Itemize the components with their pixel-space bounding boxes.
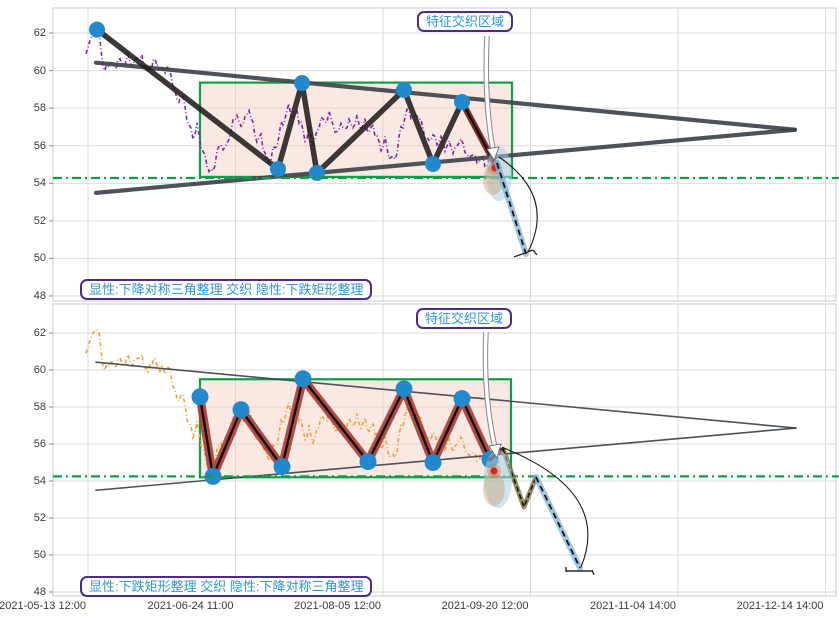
trend-upper-line — [93, 60, 798, 132]
arc-connector — [503, 447, 589, 568]
vertex-marker — [273, 458, 291, 476]
y-tick-label: 50 — [33, 252, 46, 265]
tbar-end — [591, 569, 595, 576]
plot-border — [52, 303, 837, 597]
leader-arrowhead — [486, 146, 500, 162]
zigzag-line — [94, 26, 497, 176]
x-tick-label: 2021-12-14 14:00 — [736, 600, 824, 612]
price-line — [85, 29, 501, 173]
y-tick-label: 58 — [33, 401, 46, 413]
y-tick-label: 56 — [33, 139, 46, 152]
vertex-marker — [454, 93, 470, 110]
y-tick-label: 62 — [33, 327, 46, 339]
tbar-end — [532, 249, 538, 256]
red-dot — [490, 467, 498, 475]
projection-arrow-core — [496, 162, 527, 255]
vertex-marker — [425, 155, 441, 172]
y-tick-label: 54 — [33, 177, 46, 190]
x-tick-label: 2021-11-04 14:00 — [589, 600, 676, 612]
leader-wedge-fill — [483, 331, 497, 449]
annotation-box-bottom: 特征交织区域 — [416, 308, 513, 329]
vertex-marker — [359, 453, 377, 471]
vertex-marker — [294, 370, 312, 388]
pattern-label-bottom: 显性:下跌矩形整理 交织 隐性:下降对称三角整理 — [80, 576, 373, 597]
vertex-marker — [424, 454, 442, 471]
trend-lower-line — [93, 127, 798, 195]
highlight-ellipse-tan — [483, 472, 505, 506]
vertex-marker — [294, 74, 310, 91]
vertex-marker — [232, 401, 250, 419]
tbar-end — [513, 249, 534, 258]
projection-arrow-core — [535, 476, 581, 569]
y-tick-label: 62 — [33, 27, 46, 39]
y-tick-label: 52 — [33, 214, 46, 227]
y-tick-label: 54 — [33, 475, 46, 487]
x-tick-label: 2021-05-13 12:00 — [0, 600, 86, 612]
plot-border — [52, 7, 837, 302]
vertex-marker — [270, 161, 286, 178]
leader-arrowhead — [488, 443, 502, 460]
highlight-ellipse-blue — [484, 450, 512, 508]
vertex-marker — [191, 388, 209, 406]
y-tick-label: 52 — [33, 512, 46, 524]
x-tick-label: 2021-08-05 12:00 — [294, 600, 381, 612]
annotation-box-top: 特征交织区域 — [417, 11, 514, 32]
pattern-label-top: 显性:下降对称三角整理 交织 隐性:下跌矩形整理 — [80, 279, 373, 300]
vertex-marker — [453, 390, 471, 408]
leader-wedge-fill — [484, 35, 495, 151]
price-line — [85, 329, 501, 473]
y-tick-label: 48 — [33, 586, 46, 598]
vertex-marker — [89, 21, 105, 38]
vertex-marker — [395, 380, 413, 398]
x-tick-label: 2021-09-20 12:00 — [441, 600, 529, 612]
y-tick-label: 48 — [33, 290, 46, 302]
y-tick-label: 56 — [33, 438, 46, 450]
y-tick-label: 50 — [33, 549, 46, 561]
y-tick-label: 60 — [33, 64, 46, 77]
arc-connector — [498, 156, 538, 253]
vertex-marker — [396, 81, 412, 98]
x-tick-label: 2021-06-24 11:00 — [147, 600, 234, 612]
y-tick-label: 60 — [33, 364, 46, 376]
zigzag-core-line — [198, 377, 492, 478]
trend-upper-line — [95, 361, 797, 429]
y-tick-label: 58 — [33, 102, 46, 115]
